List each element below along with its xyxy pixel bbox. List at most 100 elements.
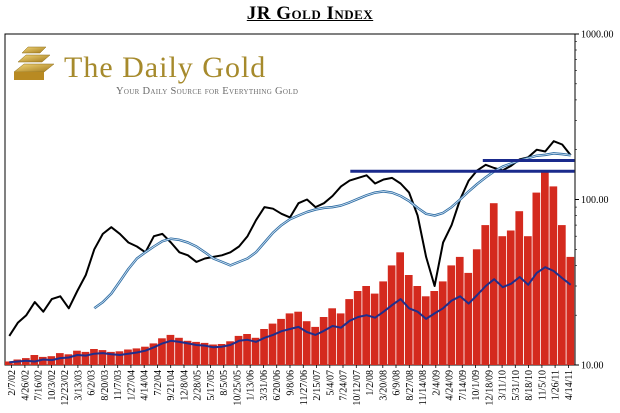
volume-bars xyxy=(5,170,575,365)
x-tick-label: 7/14/09 xyxy=(458,370,469,401)
volume-bar xyxy=(294,311,302,365)
volume-bar xyxy=(30,355,39,365)
volume-bar xyxy=(98,350,107,365)
y-tick-label: 10.00 xyxy=(581,361,604,372)
x-tick-label: 8/27/08 xyxy=(405,370,416,401)
x-tick-label: 5/4/07 xyxy=(325,370,336,396)
x-tick-label: 10/25/05 xyxy=(233,370,244,406)
volume-bar xyxy=(5,361,13,365)
x-tick-label: 1/2/08 xyxy=(365,370,376,396)
x-tick-label: 6/9/08 xyxy=(392,370,403,396)
volume-bar xyxy=(243,334,251,365)
y-tick-label: 100.00 xyxy=(581,195,609,206)
volume-bar xyxy=(277,318,285,365)
logo-tagline: Your Daily Source for Everything Gold xyxy=(116,86,298,97)
volume-bar xyxy=(73,350,81,365)
volume-bar xyxy=(532,192,541,365)
x-tick-label: 2/28/05 xyxy=(193,370,204,401)
volume-bar xyxy=(166,334,175,365)
x-tick-label: 8/5/05 xyxy=(219,370,230,396)
volume-bar xyxy=(379,281,387,365)
x-tick-label: 3/11/10 xyxy=(498,370,509,400)
volume-bar xyxy=(268,323,277,365)
x-tick-label: 10/1/09 xyxy=(471,370,482,401)
volume-bar xyxy=(447,265,456,365)
volume-bar xyxy=(566,256,575,365)
x-tick-label: 7/16/02 xyxy=(34,370,45,401)
x-tick-label: 3/31/06 xyxy=(259,370,270,401)
x-tick-label: 7/24/07 xyxy=(339,370,350,401)
volume-bar xyxy=(39,356,47,365)
x-tick-label: 2/15/07 xyxy=(312,370,323,401)
x-tick-label: 4/24/09 xyxy=(445,370,456,401)
volume-bar xyxy=(302,321,311,365)
volume-bar xyxy=(311,326,319,365)
volume-bar xyxy=(90,349,98,365)
volume-bar xyxy=(251,337,260,365)
volume-bar xyxy=(149,343,158,365)
chart-title: JR Gold Index xyxy=(246,3,374,24)
y-tick-label: 1000.00 xyxy=(581,30,614,41)
x-tick-label: 2/7/02 xyxy=(7,370,18,396)
volume-bar xyxy=(132,348,141,365)
volume-bar xyxy=(455,256,464,365)
x-tick-label: 11/7/03 xyxy=(113,370,124,400)
resistance-lines xyxy=(350,159,575,173)
volume-bar xyxy=(175,337,183,365)
x-tick-label: 10/12/07 xyxy=(352,370,363,406)
x-tick-label: 6/20/06 xyxy=(272,370,283,401)
x-tick-label: 11/14/08 xyxy=(418,370,429,405)
x-tick-label: 2/4/09 xyxy=(431,370,442,396)
volume-bar xyxy=(260,329,268,365)
x-tick-label: 1/27/04 xyxy=(126,370,137,401)
volume-bar xyxy=(285,313,294,365)
y-axis: 1000.00 100.00 10.00 xyxy=(575,30,614,372)
volume-bar xyxy=(438,281,447,365)
volume-bar xyxy=(489,203,498,365)
volume-bar xyxy=(498,236,507,365)
volume-bar xyxy=(226,341,234,365)
gold-bars-icon xyxy=(13,46,55,80)
volume-bar xyxy=(413,286,422,365)
volume-bar xyxy=(319,317,328,365)
volume-bar xyxy=(430,291,439,365)
x-tick-label: 9/21/04 xyxy=(166,370,177,401)
volume-bar xyxy=(141,346,149,365)
volume-bar xyxy=(217,344,226,365)
logo: The Daily Gold Your Daily Source for Eve… xyxy=(13,46,298,97)
volume-bar xyxy=(481,225,490,365)
volume-bar xyxy=(200,342,209,365)
x-tick-label: 10/3/02 xyxy=(47,370,58,401)
volume-bar xyxy=(506,230,515,365)
volume-bar xyxy=(328,308,336,365)
x-tick-label: 12/23/02 xyxy=(60,370,71,406)
x-tick-label: 11/5/10 xyxy=(537,370,548,400)
volume-bar xyxy=(524,236,532,365)
x-tick-label: 6/2/03 xyxy=(87,370,98,396)
volume-bar xyxy=(64,354,73,365)
volume-bar xyxy=(396,252,404,365)
volume-bar xyxy=(353,291,362,365)
volume-bar xyxy=(404,275,413,365)
x-tick-label: 4/14/11 xyxy=(564,370,575,400)
volume-bar xyxy=(158,338,166,365)
volume-bar xyxy=(115,351,124,365)
x-tick-label: 7/2/04 xyxy=(153,370,164,396)
volume-bar xyxy=(336,313,345,365)
x-tick-label: 12/8/04 xyxy=(180,370,191,401)
volume-bar xyxy=(81,351,90,365)
x-tick-label: 8/18/10 xyxy=(524,370,535,401)
volume-bar xyxy=(107,351,115,365)
x-tick-label: 5/31/10 xyxy=(511,370,522,401)
x-tick-label: 8/20/03 xyxy=(100,370,111,401)
volume-bar xyxy=(549,186,558,365)
x-tick-label: 3/13/03 xyxy=(73,370,84,401)
volume-bar xyxy=(472,249,481,365)
volume-bar xyxy=(124,349,132,365)
x-axis: 2/7/02 4/26/02 7/16/02 10/3/02 12/23/02 3/13/… xyxy=(7,365,575,406)
volume-average-line xyxy=(9,266,572,364)
x-tick-label: 9/8/06 xyxy=(286,370,297,396)
volume-bar xyxy=(362,286,370,365)
x-tick-label: 5/17/05 xyxy=(206,370,217,401)
